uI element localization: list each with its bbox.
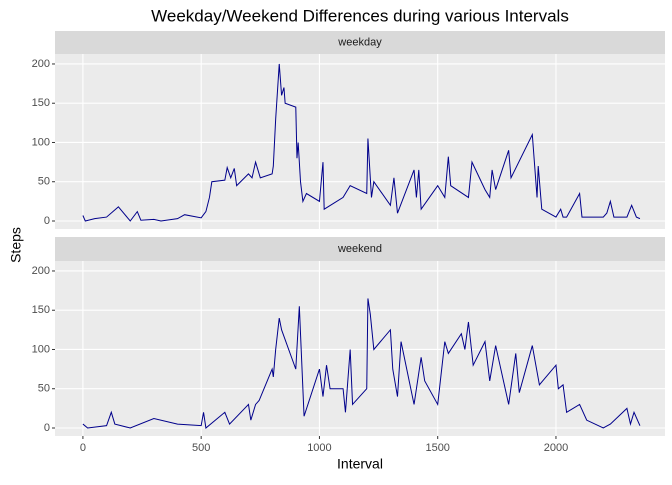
data-line	[82, 298, 641, 429]
y-tick-label: 200	[32, 58, 50, 70]
strip-background	[55, 237, 665, 261]
strip-label: weekend	[337, 243, 382, 255]
x-tick-label: 1500	[425, 442, 449, 454]
strip-background	[55, 31, 665, 54]
x-tick-label: 2000	[544, 442, 568, 454]
x-tick-label: 0	[80, 442, 86, 454]
y-tick-label: 0	[44, 422, 50, 434]
y-tick-label: 50	[38, 383, 50, 395]
y-tick-label: 100	[32, 136, 50, 148]
y-tick-label: 200	[32, 265, 50, 277]
data-line	[82, 63, 641, 222]
y-tick-label: 150	[32, 97, 50, 109]
x-tick-label: 500	[192, 442, 210, 454]
y-tick-label: 150	[32, 304, 50, 316]
x-tick-label: 1000	[307, 442, 331, 454]
x-axis-title: Interval	[337, 456, 383, 472]
chart-title: Weekday/Weekend Differences during vario…	[151, 6, 569, 25]
panel-background	[55, 261, 665, 436]
panel-background	[55, 54, 665, 229]
y-tick-label: 100	[32, 343, 50, 355]
y-tick-label: 50	[38, 176, 50, 188]
y-tick-label: 0	[44, 215, 50, 227]
strip-label: weekday	[337, 36, 382, 48]
y-axis-title: Steps	[8, 227, 24, 263]
